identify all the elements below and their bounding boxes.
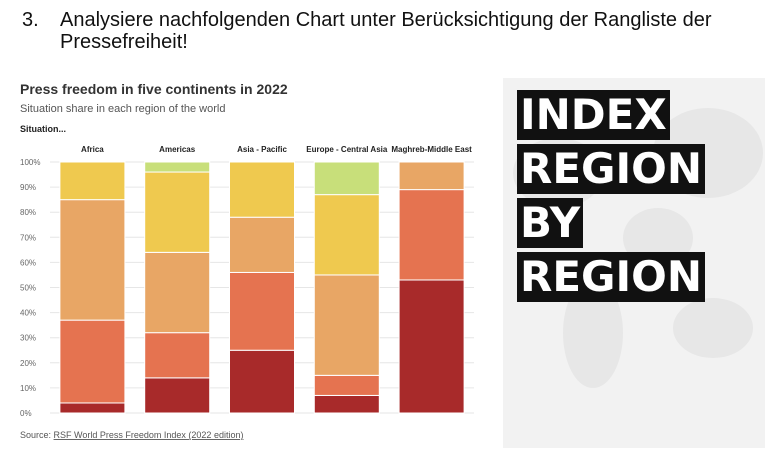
y-tick-label: 90% <box>20 183 36 192</box>
index-word-4: REGION <box>517 252 705 302</box>
category-label: Maghreb-Middle East <box>391 145 472 154</box>
index-region-panel: INDEX REGION BY REGION <box>503 78 765 448</box>
y-tick-label: 50% <box>20 284 36 293</box>
bar-segment <box>398 279 465 414</box>
bar-segment <box>59 161 126 201</box>
bar-segment <box>313 394 380 414</box>
category-label: Africa <box>81 145 104 154</box>
y-tick-label: 30% <box>20 334 36 343</box>
chart-source: Source: RSF World Press Freedom Index (2… <box>20 430 243 440</box>
bar-segment <box>229 161 295 218</box>
index-word-2: REGION <box>517 144 705 194</box>
index-word-1: INDEX <box>517 90 670 140</box>
category-label: Asia - Pacific <box>237 145 287 154</box>
y-tick-label: 0% <box>20 409 32 418</box>
y-tick-label: 80% <box>20 208 36 217</box>
bar-segment <box>313 194 380 276</box>
y-tick-label: 100% <box>20 158 40 167</box>
chart-title: Press freedom in five continents in 2022 <box>20 81 288 97</box>
bar-segment <box>59 199 126 321</box>
chart-svg: Press freedom in five continents in 2022… <box>20 81 474 440</box>
y-tick-label: 20% <box>20 359 36 368</box>
bar-segment <box>144 171 211 253</box>
bar-segment <box>229 216 295 273</box>
task-number: 3. <box>22 9 39 31</box>
bar-segment <box>59 319 126 404</box>
y-axis-ticks: 0% 10% 20% 30% 40% 50% 60% 70% 80% 90% 100% <box>20 158 40 418</box>
bar-segment <box>313 374 380 396</box>
bar-segment <box>144 161 211 173</box>
y-tick-label: 70% <box>20 233 36 242</box>
bar-segment <box>59 402 126 414</box>
bar-segment <box>313 274 380 376</box>
category-labels: Africa Americas Asia - Pacific Europe - Cen… <box>81 145 472 154</box>
bar-segment <box>398 189 465 281</box>
task-text: Analysiere nachfolgenden Chart unter Ber… <box>60 9 712 53</box>
chart-legend-title: Situation... <box>20 124 66 134</box>
y-tick-label: 60% <box>20 258 36 267</box>
bar-segment <box>313 161 380 196</box>
category-label: Europe - Central Asia <box>306 145 388 154</box>
bar-segment <box>144 332 211 379</box>
press-freedom-chart: Press freedom in five continents in 2022… <box>12 75 480 445</box>
chart-subtitle: Situation share in each region of the wo… <box>20 103 225 115</box>
index-word-3: BY <box>517 198 584 248</box>
chart-bars <box>59 161 465 414</box>
bar-segment <box>144 251 211 334</box>
category-label: Americas <box>159 145 196 154</box>
source-prefix: Source: <box>20 430 51 440</box>
y-tick-label: 10% <box>20 384 36 393</box>
bar-segment <box>398 161 465 191</box>
source-link[interactable]: RSF World Press Freedom Index (2022 edit… <box>54 430 244 440</box>
world-map-shape <box>673 298 753 358</box>
bar-segment <box>229 349 295 414</box>
y-tick-label: 40% <box>20 309 36 318</box>
bar-segment <box>229 271 295 351</box>
bar-segment <box>144 377 211 414</box>
